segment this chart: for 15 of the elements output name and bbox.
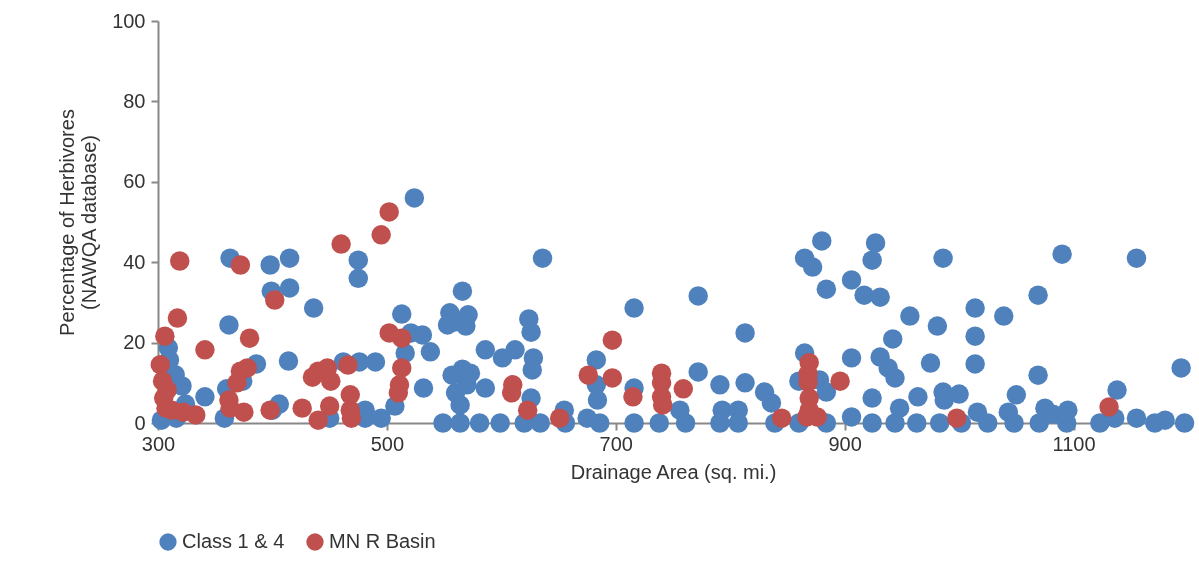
x-tick-label: 700: [599, 432, 633, 455]
x-axis-title: Drainage Area (sq. mi.): [570, 460, 777, 483]
legend-label: MN R Basin: [329, 530, 436, 552]
legend-label: Class 1 & 4: [182, 530, 285, 552]
x-tick-label: 1100: [1052, 432, 1096, 455]
y-tick-label: 80: [123, 89, 146, 112]
x-tick-label: 900: [828, 432, 862, 455]
y-tick-label: 100: [112, 9, 146, 32]
y-tick-label: 0: [134, 411, 146, 434]
y-tick-label: 40: [123, 250, 146, 273]
x-tick-label: 300: [141, 432, 176, 455]
y-tick-label: 20: [123, 331, 146, 354]
x-tick-label: 500: [370, 432, 405, 455]
y-axis-title: Percentage of Herbivores (NAWQA database): [56, 109, 101, 336]
y-tick-label: 60: [123, 170, 146, 193]
